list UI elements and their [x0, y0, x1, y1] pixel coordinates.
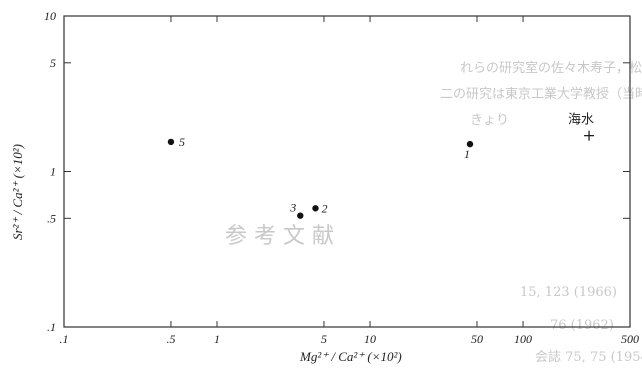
y-tick-label: .5 — [47, 211, 56, 225]
data-point-3 — [297, 212, 304, 219]
y-tick-label: 1 — [50, 165, 56, 179]
x-tick-label: .1 — [60, 332, 69, 346]
y-tick-label: 10 — [44, 9, 56, 23]
y-tick-label: .1 — [47, 320, 56, 334]
point-label-1: 1 — [464, 147, 470, 161]
x-tick-label: 10 — [364, 332, 376, 346]
background-bleed-text: れらの研究室の佐々木寿子，松田洋子の両嬢の 二の研究は東京工業大学教授（当時東北… — [225, 60, 642, 365]
seawater-label: 海水 — [568, 113, 594, 128]
bleed-line-3: きょり — [470, 113, 509, 128]
bleed-line-5: 15, 123 (1966) — [520, 285, 617, 300]
data-point-5 — [167, 138, 175, 146]
bleed-line-1: れらの研究室の佐々木寿子，松田洋子の両嬢の — [460, 60, 642, 76]
x-tick-label: 5 — [321, 332, 327, 346]
x-axis-label: Mg²⁺ / Ca²⁺ (×10²) — [299, 349, 402, 364]
x-tick-label: 1 — [214, 332, 220, 346]
x-tick-label: 500 — [621, 332, 639, 346]
y-axis-label: Sr²⁺ / Ca²⁺ (×10²) — [10, 144, 25, 240]
y-tick-label: 5 — [50, 56, 56, 70]
x-tick-label: 50 — [471, 332, 483, 346]
bleed-line-4: 参 考 文 献 — [225, 224, 334, 249]
x-axis-ticks: .1 .5 1 5 10 50 100 500 — [60, 16, 639, 346]
x-tick-label: .5 — [166, 332, 175, 346]
data-point-1 — [466, 140, 474, 148]
y-axis-ticks: .1 .5 1 5 10 — [44, 9, 630, 334]
bleed-line-7: 会誌 75, 75 (1954) — [535, 349, 642, 365]
data-points: 5 1 2 3 海水 — [167, 113, 594, 219]
point-label-5: 5 — [179, 135, 185, 149]
data-point-2 — [312, 205, 319, 212]
point-label-3: 3 — [289, 201, 296, 215]
bleed-line-6: 76 (1962) — [550, 318, 614, 333]
bleed-line-2: 二の研究は東京工業大学教授（当時東北大学教 — [440, 86, 642, 102]
point-label-2: 2 — [321, 201, 327, 215]
x-tick-label: 100 — [514, 332, 532, 346]
